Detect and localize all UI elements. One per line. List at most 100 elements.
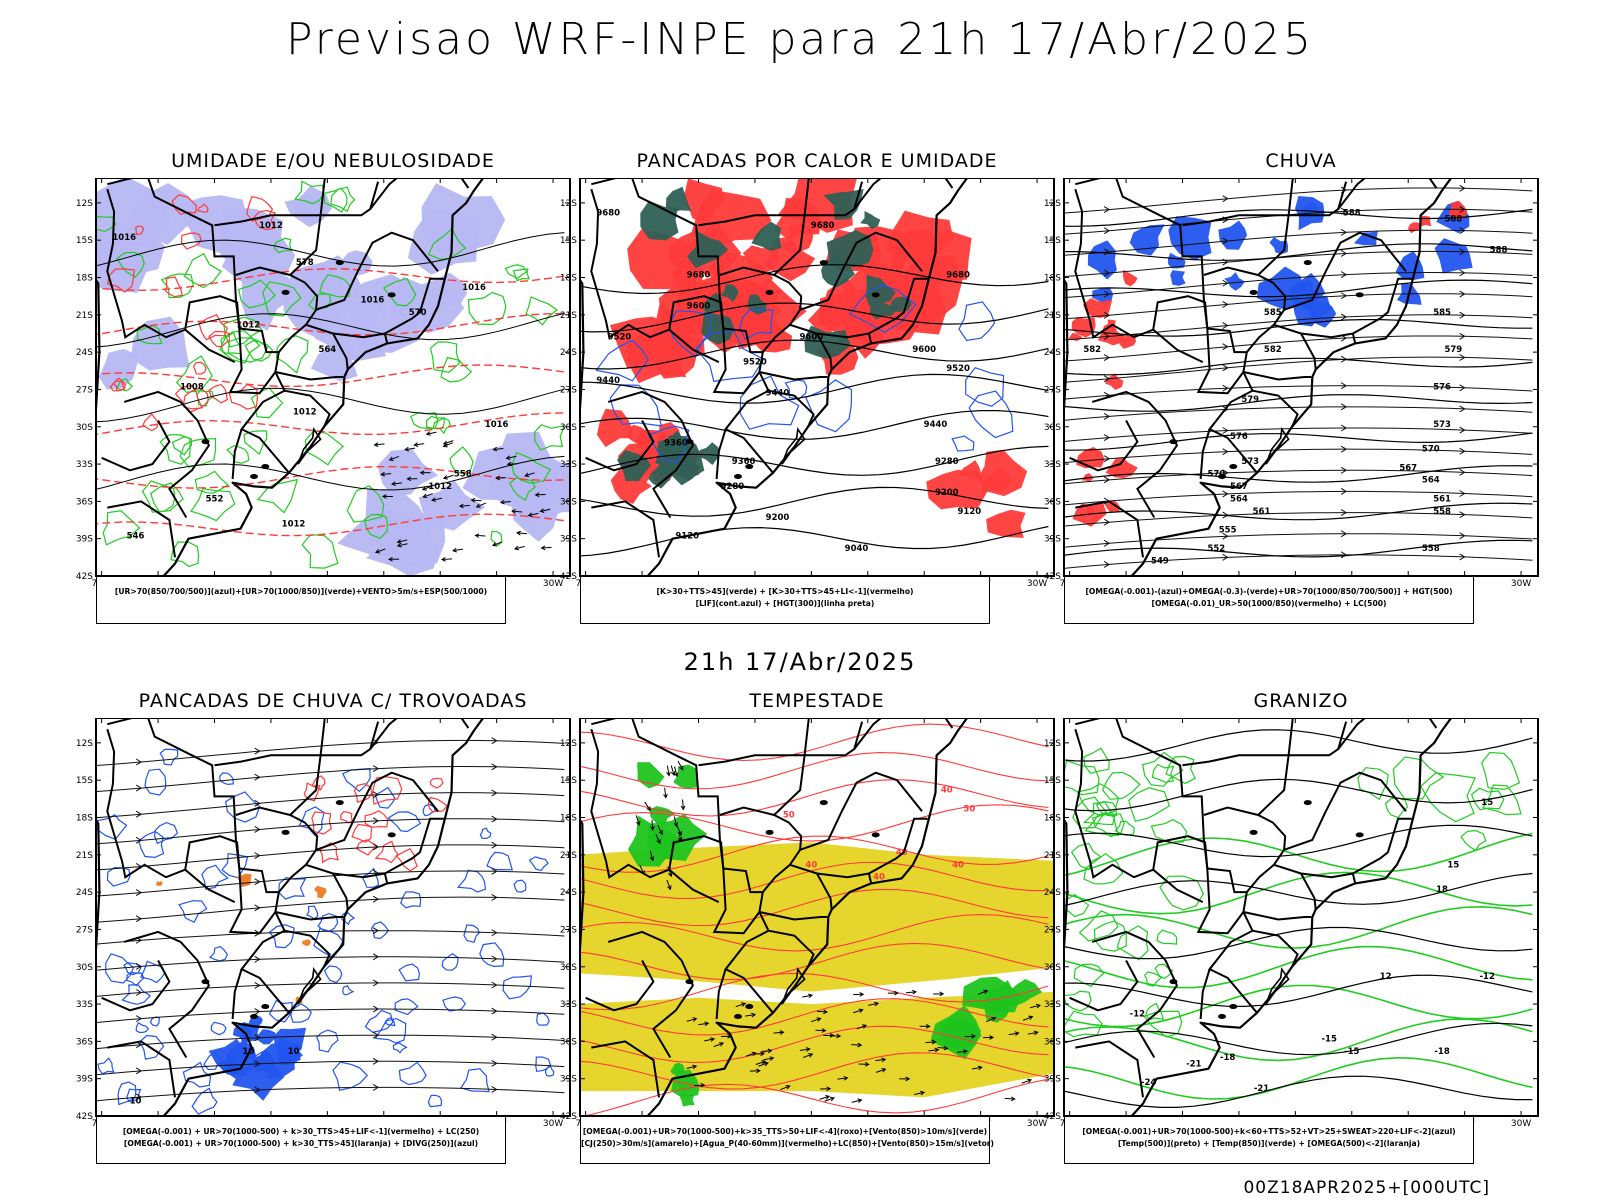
lat-tick-label: 24S	[1044, 348, 1061, 358]
contour-label: 15	[1447, 860, 1459, 870]
lat-tick-label: 36S	[76, 1037, 93, 1047]
contour-label: 582	[1083, 345, 1101, 355]
contour-label: -18	[1220, 1053, 1235, 1063]
contour-label: 9680	[596, 208, 620, 218]
contour-label: 9600	[687, 302, 711, 312]
lon-tick-label: 30W	[1511, 579, 1531, 589]
contour-label: 573	[1241, 457, 1259, 467]
map-panel-1: UMIDADE E/OU NEBULOSIDADE 1012 1012 1016 101…	[76, 150, 578, 624]
contour-label: 9520	[946, 364, 970, 374]
lat-tick-label: 36S	[560, 497, 577, 507]
contour-label: 558	[1433, 507, 1451, 517]
legend-line: [OMEGA(-0.001) + UR>70(1000-500) + k>30_…	[122, 1127, 480, 1136]
lat-tick-label: 39S	[560, 535, 577, 545]
forecast-map: 4050504040404012S15S18S21S24S27S30S33S36…	[560, 718, 1055, 1129]
contour-label: 9280	[935, 457, 959, 467]
contour-label: 561	[1433, 494, 1451, 504]
contour-label: -12	[1130, 1010, 1145, 1020]
contour-label: -15	[1322, 1034, 1337, 1044]
lat-tick-label: 36S	[1044, 1037, 1061, 1047]
lon-tick-label: 30W	[1511, 1119, 1531, 1129]
contour-label: 9200	[935, 488, 959, 498]
lat-tick-label: 39S	[560, 1075, 577, 1085]
panel-title: TEMPESTADE	[749, 690, 885, 712]
lon-tick-label: 30W	[543, 579, 563, 589]
contour-label: 9600	[800, 333, 824, 343]
panel-legend: [OMEGA(-0.001) + UR>70(1000-500) + k>30_…	[96, 1116, 506, 1164]
contour-label: 15	[1481, 798, 1493, 808]
legend-line: [UR>70(850/700/500)](azul)+[UR>70(1000/8…	[114, 587, 488, 596]
contour-label: 9680	[946, 271, 970, 281]
map-panel-3: CHUVA 588 588 588 585 585 582 582 579 579 576 576 57…	[1044, 150, 1546, 624]
lat-tick-label: 18S	[560, 274, 577, 284]
contour-label: 9360	[664, 438, 688, 448]
contour-label: 9520	[608, 333, 632, 343]
contour-label: 9680	[811, 221, 835, 231]
contour-label: 552	[1207, 544, 1225, 554]
contour-label: 1016	[112, 233, 136, 243]
contour-label: 1012	[282, 519, 306, 529]
contour-label: 1012	[259, 221, 283, 231]
contour-label: 576	[1230, 432, 1248, 442]
legend-line: [CJ(250)>30m/s](amarelo)+[Agua_P(40-60mm…	[581, 1139, 995, 1148]
lat-tick-label: 33S	[76, 460, 93, 470]
run-footer: 00Z18APR2025+[000UTC]	[1243, 1178, 1490, 1198]
legend-line: [LIF](cont.azul) + [HGT(300)](linha pret…	[695, 599, 875, 608]
lat-tick-label: 21S	[1044, 851, 1061, 861]
lat-tick-label: 42S	[76, 572, 93, 582]
panel-title: UMIDADE E/OU NEBULOSIDADE	[171, 150, 495, 172]
lat-tick-label: 30S	[560, 963, 577, 973]
lat-tick-label: 33S	[1044, 1000, 1061, 1010]
lat-tick-label: 15S	[1044, 776, 1061, 786]
contour-label: 555	[1219, 525, 1237, 535]
lat-tick-label: 12S	[560, 739, 577, 749]
lat-tick-label: 33S	[76, 1000, 93, 1010]
contour-label: 9440	[596, 376, 620, 386]
panel-title: GRANIZO	[1253, 690, 1349, 712]
lat-tick-label: 42S	[560, 1112, 577, 1122]
contour-label: 582	[1264, 345, 1282, 355]
lat-tick-label: 39S	[76, 535, 93, 545]
lat-tick-label: 36S	[560, 1037, 577, 1047]
contour-label: 1016	[462, 283, 486, 293]
map-panel-6: GRANIZO -12 -12 -15 -15 -18 -18 -21 -21 -24 15 15 18…	[1044, 690, 1546, 1164]
lat-tick-label: 18S	[1044, 814, 1061, 824]
map-panel-2: PANCADAS POR CALOR E UMIDADE 9680 9680 9680…	[560, 150, 1062, 624]
contour-label: 561	[1253, 507, 1271, 517]
contour-label: 585	[1433, 308, 1451, 318]
contour-label: 558	[454, 470, 472, 480]
forecast-map: 10101012S15S18S21S24S27S30S33S36S39S42S7…	[76, 718, 571, 1129]
lat-tick-label: 24S	[560, 888, 577, 898]
lat-tick-label: 33S	[560, 1000, 577, 1010]
lat-tick-label: 30S	[76, 963, 93, 973]
contour-label: 579	[1444, 345, 1462, 355]
lat-tick-label: 39S	[1044, 535, 1061, 545]
contour-label: 9600	[912, 345, 936, 355]
lat-tick-label: 42S	[1044, 1112, 1061, 1122]
contour-label: 588	[1444, 215, 1462, 225]
contour-label: 40	[873, 873, 885, 883]
panel-legend: [OMEGA(-0.001)-(azul)+OMEGA(-0.3)-(verde…	[1064, 576, 1474, 624]
panel-legend: [OMEGA(-0.001)+UR>70(1000-500)+k<60+TTS>…	[1064, 1116, 1474, 1164]
lat-tick-label: 27S	[560, 925, 577, 935]
lat-tick-label: 21S	[76, 851, 93, 861]
contour-label: 10	[130, 1097, 142, 1107]
panel-legend: [OMEGA(-0.001)+UR>70(1000-500)+k>35_TTS>…	[580, 1116, 995, 1164]
contour-label: 546	[127, 532, 145, 542]
contour-label: 50	[963, 804, 975, 814]
contour-label: 9200	[766, 513, 790, 523]
lat-tick-label: 42S	[76, 1112, 93, 1122]
lat-tick-label: 12S	[76, 739, 93, 749]
lat-tick-label: 27S	[76, 385, 93, 395]
lat-tick-label: 18S	[1044, 274, 1061, 284]
contour-label: -15	[1344, 1047, 1359, 1057]
lat-tick-label: 21S	[1044, 311, 1061, 321]
contour-label: -24	[1141, 1078, 1156, 1088]
contour-label: 579	[1241, 395, 1259, 405]
lat-tick-label: 42S	[1044, 572, 1061, 582]
contour-label: 576	[1433, 382, 1451, 392]
contour-label: 9280	[721, 482, 745, 492]
legend-line: [Temp(500)](preto) + [Temp(850)](verde) …	[1117, 1139, 1421, 1148]
lon-tick-label: 30W	[543, 1119, 563, 1129]
lat-tick-label: 27S	[76, 925, 93, 935]
